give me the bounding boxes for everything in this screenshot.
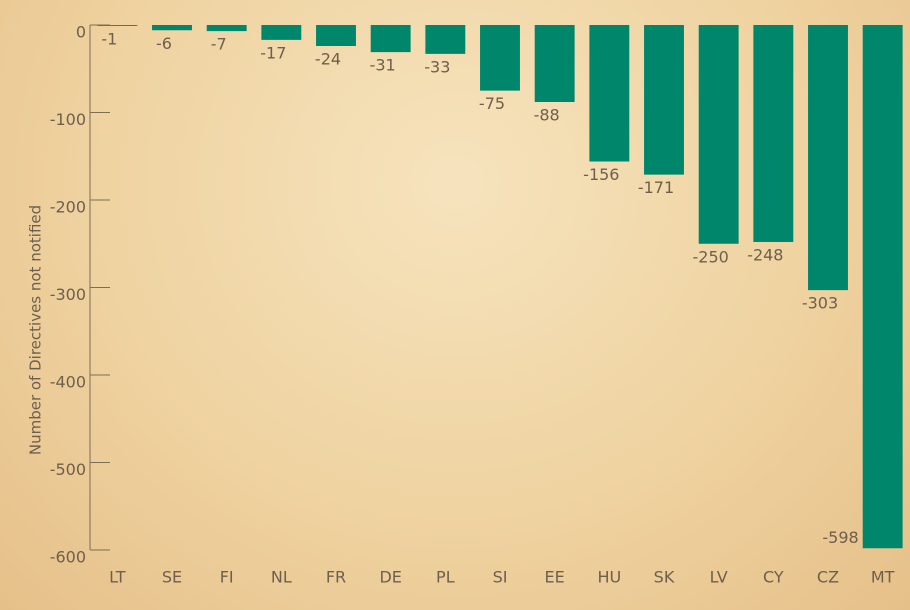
x-tick-label: EE	[545, 568, 565, 587]
x-tick-label: LV	[710, 568, 728, 587]
bar	[316, 25, 356, 46]
bar	[808, 25, 848, 291]
value-label: -250	[693, 247, 729, 266]
bar	[152, 25, 192, 31]
x-tick-label: SE	[162, 568, 182, 587]
bar	[862, 25, 903, 549]
bar	[425, 25, 466, 54]
value-label: -303	[802, 294, 838, 313]
x-tick-label: SI	[493, 568, 508, 587]
value-label: -7	[211, 35, 227, 54]
x-tick-label: DE	[379, 568, 401, 587]
y-axis-label: Number of Directives not notified	[27, 205, 45, 455]
x-tick-label: CY	[763, 568, 784, 587]
value-label: -598	[822, 528, 858, 547]
y-tick-label: -200	[50, 198, 86, 217]
value-label: -171	[638, 178, 674, 197]
x-tick-label: CZ	[817, 568, 839, 587]
bar	[589, 25, 630, 162]
y-tick-label: -300	[50, 285, 86, 304]
value-label: -6	[156, 34, 172, 53]
x-tick-label: HU	[597, 568, 621, 587]
y-tick-label: -600	[50, 548, 86, 567]
value-label: -156	[583, 165, 619, 184]
value-label: -248	[747, 246, 783, 265]
bar	[261, 25, 302, 40]
bar	[206, 25, 247, 32]
bar	[698, 25, 739, 244]
x-tick-label: NL	[271, 568, 292, 587]
value-label: -1	[101, 29, 117, 48]
y-tick-label: -100	[50, 110, 86, 129]
x-tick-label: FR	[326, 568, 346, 587]
bar	[534, 25, 575, 102]
value-label: -17	[260, 43, 286, 62]
bar	[370, 25, 411, 53]
value-label: -33	[424, 57, 450, 76]
bar	[753, 25, 794, 242]
value-label: -88	[534, 106, 560, 125]
x-tick-label: LT	[109, 568, 126, 587]
value-label: -24	[315, 50, 341, 69]
x-tick-label: SK	[654, 568, 675, 587]
bar	[97, 25, 138, 26]
value-label: -31	[370, 56, 396, 75]
x-tick-label: PL	[436, 568, 455, 587]
y-tick-label: -500	[50, 460, 86, 479]
x-tick-label: FI	[220, 568, 234, 587]
y-tick-label: 0	[76, 23, 86, 42]
value-label: -75	[479, 94, 505, 113]
y-tick-label: -400	[50, 373, 86, 392]
bar	[644, 25, 684, 175]
bar	[480, 25, 520, 91]
x-tick-label: MT	[871, 568, 895, 587]
